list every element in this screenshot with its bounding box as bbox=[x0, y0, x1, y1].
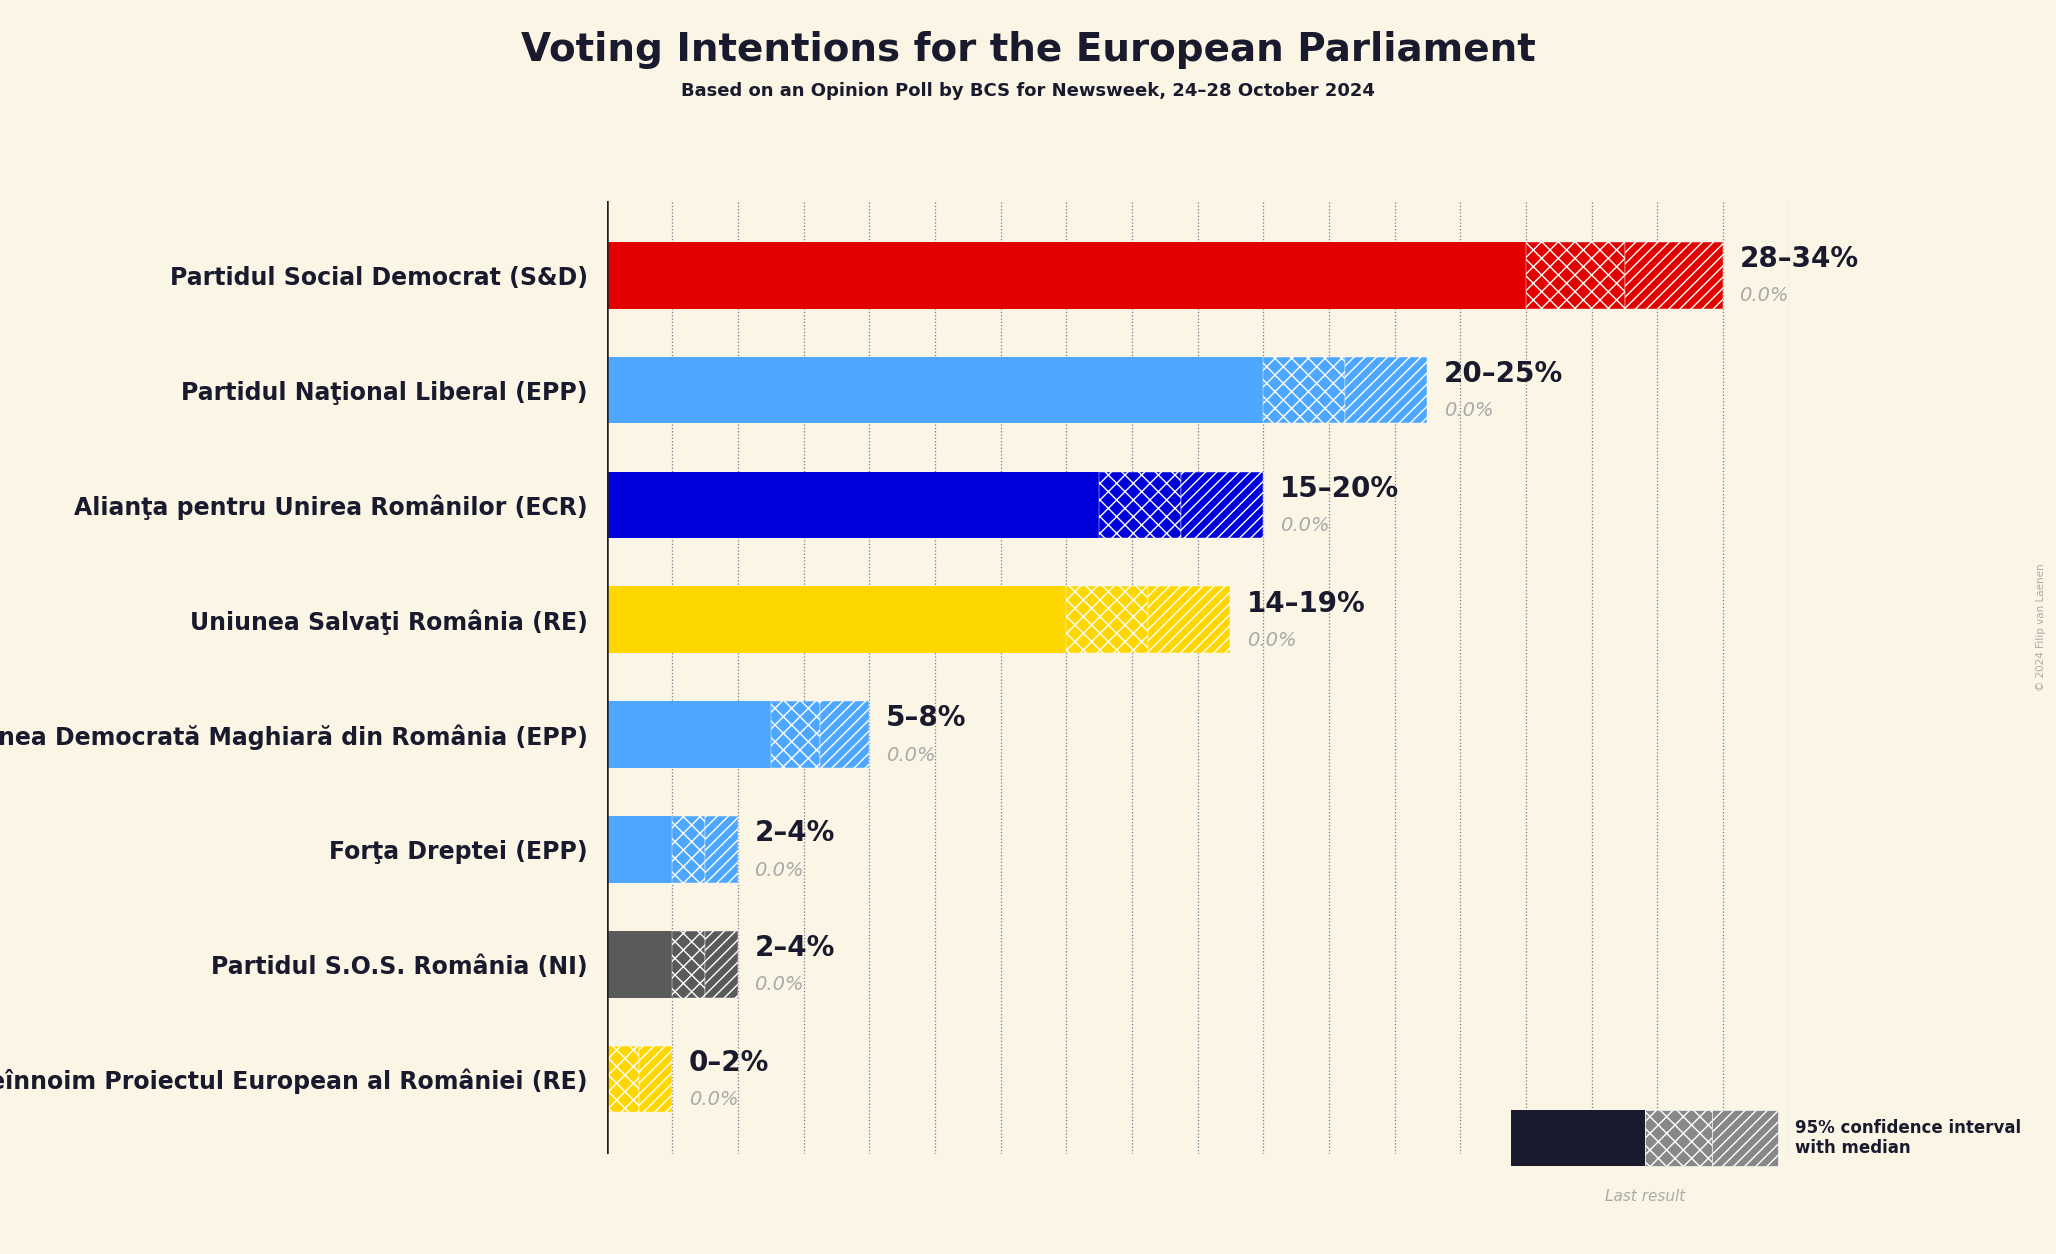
Text: 28–34%: 28–34% bbox=[1739, 246, 1859, 273]
Bar bbox=[672, 816, 705, 883]
Bar bbox=[607, 816, 672, 883]
Text: 14–19%: 14–19% bbox=[1246, 589, 1365, 618]
Bar bbox=[1149, 587, 1229, 653]
Text: 5–8%: 5–8% bbox=[886, 705, 966, 732]
Text: 20–25%: 20–25% bbox=[1443, 360, 1563, 387]
Bar bbox=[607, 930, 672, 997]
Bar bbox=[1345, 357, 1427, 424]
Text: 2–4%: 2–4% bbox=[755, 819, 835, 848]
Text: Voting Intentions for the European Parliament: Voting Intentions for the European Parli… bbox=[520, 31, 1536, 69]
Bar bbox=[1526, 242, 1624, 308]
Bar bbox=[607, 701, 771, 767]
Text: 15–20%: 15–20% bbox=[1279, 475, 1398, 503]
Text: 0.0%: 0.0% bbox=[1739, 286, 1789, 306]
Text: 0.0%: 0.0% bbox=[755, 976, 804, 994]
Bar bbox=[639, 1046, 672, 1112]
Text: 0.0%: 0.0% bbox=[886, 746, 935, 765]
Text: Based on an Opinion Poll by BCS for Newsweek, 24–28 October 2024: Based on an Opinion Poll by BCS for News… bbox=[681, 82, 1375, 99]
Bar bbox=[1624, 242, 1723, 308]
Bar bbox=[672, 930, 705, 997]
Bar bbox=[705, 816, 738, 883]
Bar bbox=[1067, 587, 1149, 653]
Bar bbox=[607, 357, 1262, 424]
Bar bbox=[1182, 472, 1262, 538]
Text: 2–4%: 2–4% bbox=[755, 934, 835, 962]
Bar bbox=[771, 701, 820, 767]
Text: Last result: Last result bbox=[1604, 1189, 1686, 1204]
Text: 0–2%: 0–2% bbox=[689, 1048, 769, 1077]
Text: © 2024 Filip van Laenen: © 2024 Filip van Laenen bbox=[2035, 563, 2046, 691]
Bar bbox=[607, 587, 1067, 653]
Bar bbox=[607, 472, 1100, 538]
Bar bbox=[1262, 357, 1345, 424]
Bar bbox=[705, 930, 738, 997]
Text: 0.0%: 0.0% bbox=[1443, 401, 1493, 420]
Bar bbox=[607, 1046, 639, 1112]
Text: 0.0%: 0.0% bbox=[1246, 631, 1297, 650]
Text: 0.0%: 0.0% bbox=[1279, 517, 1330, 535]
Text: 0.0%: 0.0% bbox=[755, 860, 804, 879]
Bar bbox=[820, 701, 870, 767]
Text: 95% confidence interval
with median: 95% confidence interval with median bbox=[1795, 1119, 2021, 1157]
Text: 0.0%: 0.0% bbox=[689, 1090, 738, 1110]
Bar bbox=[1100, 472, 1182, 538]
Bar bbox=[607, 242, 1526, 308]
